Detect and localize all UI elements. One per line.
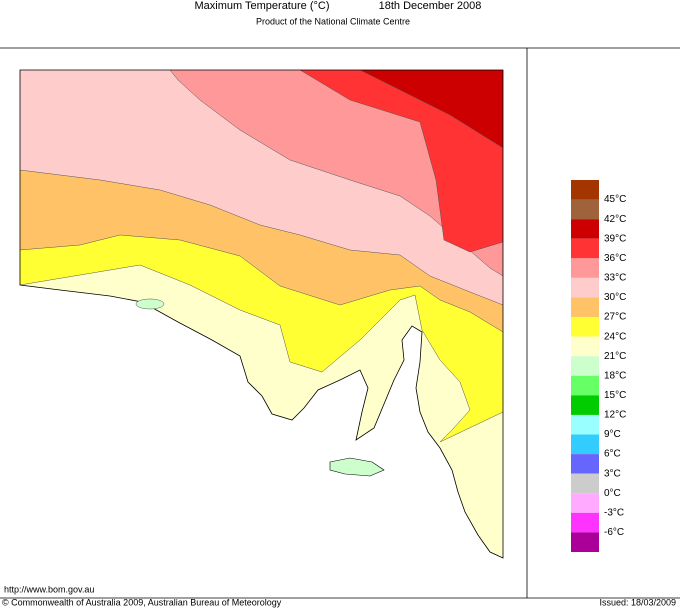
subtitle: Product of the National Climate Centre: [256, 16, 410, 26]
legend-swatch: [571, 180, 599, 200]
legend-swatch: [571, 414, 599, 435]
legend-swatch: [571, 395, 599, 415]
legend-label: 6°C: [604, 449, 621, 460]
legend-label: 42°C: [604, 214, 626, 225]
legend-swatch: [571, 219, 599, 239]
legend-swatch: [571, 238, 599, 259]
legend-label: 36°C: [604, 253, 626, 264]
legend-swatch: [571, 297, 599, 318]
legend-label: 27°C: [604, 312, 626, 323]
legend-swatch: [571, 434, 599, 455]
legend-swatch: [571, 375, 599, 396]
legend-swatch: [571, 317, 599, 337]
legend-label: 39°C: [604, 233, 626, 244]
legend-label: 45°C: [604, 194, 626, 205]
legend-swatch: [571, 532, 599, 552]
legend-swatch: [571, 356, 599, 376]
legend-swatch: [571, 199, 599, 220]
legend-label: 0°C: [604, 488, 621, 499]
legend-label: -3°C: [604, 507, 624, 518]
url: http://www.bom.gov.au: [4, 584, 94, 594]
legend-swatch: [571, 454, 599, 474]
date: 18th December 2008: [379, 0, 482, 12]
issued: Issued: 18/03/2009: [599, 597, 676, 607]
coastal-patch: [135, 298, 165, 310]
temperature-band: [359, 70, 503, 149]
legend-swatch: [571, 258, 599, 278]
title: Maximum Temperature (°C): [194, 0, 329, 12]
legend-label: 24°C: [604, 331, 626, 342]
legend-label: 21°C: [604, 351, 626, 362]
legend-label: 12°C: [604, 410, 626, 421]
legend-swatch: [571, 493, 599, 513]
legend-label: 18°C: [604, 370, 626, 381]
coastline: [19, 69, 504, 559]
kangaroo-island: [329, 457, 385, 477]
legend-swatch: [571, 336, 599, 357]
legend-swatch: [571, 512, 599, 533]
legend-label: 30°C: [604, 292, 626, 303]
legend-swatch: [571, 277, 599, 298]
legend-swatch: [571, 473, 599, 494]
legend-label: 9°C: [604, 429, 621, 440]
legend: 45°C 42°C 39°C 36°C 33°C 30°C 27°C 24°C 21°C 18°C…: [571, 180, 626, 552]
legend-label: 3°C: [604, 468, 621, 479]
legend-label: 33°C: [604, 273, 626, 284]
legend-label: 15°C: [604, 390, 626, 401]
copyright: © Commonwealth of Australia 2009, Austra…: [2, 597, 282, 607]
legend-label: -6°C: [604, 527, 624, 538]
temperature-bands: [20, 70, 503, 558]
